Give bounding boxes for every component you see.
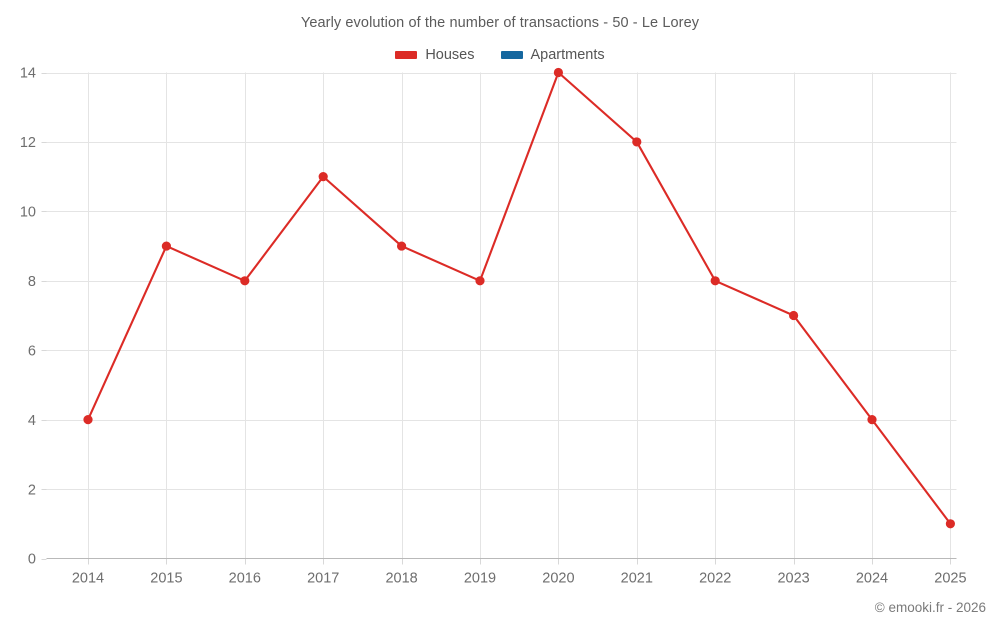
data-point[interactable] xyxy=(789,310,799,321)
data-point[interactable] xyxy=(83,415,93,425)
series-line-houses xyxy=(86,71,952,525)
x-axis-tick-label: 2014 xyxy=(72,571,104,587)
y-axis-tick-label: 12 xyxy=(20,135,36,151)
y-axis-tick-label: 14 xyxy=(20,66,36,82)
legend-label-apartments: Apartments xyxy=(530,47,605,63)
data-point[interactable] xyxy=(161,241,171,251)
x-axis-tick-label: 2025 xyxy=(934,571,966,587)
data-point[interactable] xyxy=(475,276,485,286)
x-axis-tick-label: 2022 xyxy=(699,571,731,587)
x-axis-tick-label: 2015 xyxy=(150,571,182,587)
data-point[interactable] xyxy=(318,172,328,182)
data-series-layer xyxy=(83,67,956,529)
legend-swatch-apartments xyxy=(500,51,523,59)
gridlines xyxy=(46,72,957,559)
x-axis-tick-label: 2024 xyxy=(856,571,888,587)
legend-item-apartments[interactable]: Apartments xyxy=(500,45,605,65)
legend-label-houses: Houses xyxy=(425,47,475,63)
x-axis-tick-label: 2023 xyxy=(777,571,809,587)
data-point[interactable] xyxy=(867,415,877,425)
chart-legend: Houses Apartments xyxy=(0,45,1000,65)
y-axis-tick-labels: 0 2 4 6 8 10 12 14 xyxy=(20,66,36,568)
y-axis-tick-label: 0 xyxy=(28,552,36,568)
y-axis-tick-label: 6 xyxy=(28,343,36,359)
data-point[interactable] xyxy=(710,276,720,286)
legend-item-houses[interactable]: Houses xyxy=(395,45,475,65)
x-axis-tick-label: 2020 xyxy=(542,571,574,587)
x-axis-tick-label: 2019 xyxy=(464,571,496,587)
copyright-credit: © emooki.fr - 2026 xyxy=(874,600,986,615)
y-axis-tick-label: 4 xyxy=(28,413,36,429)
y-axis-tick-label: 8 xyxy=(28,274,36,290)
x-axis-tick-label: 2018 xyxy=(385,571,417,587)
x-axis-tick-label: 2017 xyxy=(307,571,339,587)
data-point[interactable] xyxy=(397,241,407,251)
axis-tickmarks xyxy=(41,73,951,565)
chart-title: Yearly evolution of the number of transa… xyxy=(300,15,700,31)
x-axis-tick-label: 2021 xyxy=(621,571,653,587)
data-point[interactable] xyxy=(240,276,250,286)
data-point[interactable] xyxy=(553,67,564,78)
data-point[interactable] xyxy=(945,519,956,529)
y-axis-tick-label: 10 xyxy=(20,205,36,221)
data-point[interactable] xyxy=(632,137,642,147)
x-axis-tick-label: 2016 xyxy=(229,571,261,587)
legend-swatch-houses xyxy=(395,51,418,59)
x-axis-tick-labels: 2014 2015 2016 2017 2018 2019 2020 2021 2022 2023… xyxy=(72,571,967,587)
y-axis-tick-label: 2 xyxy=(28,482,36,498)
